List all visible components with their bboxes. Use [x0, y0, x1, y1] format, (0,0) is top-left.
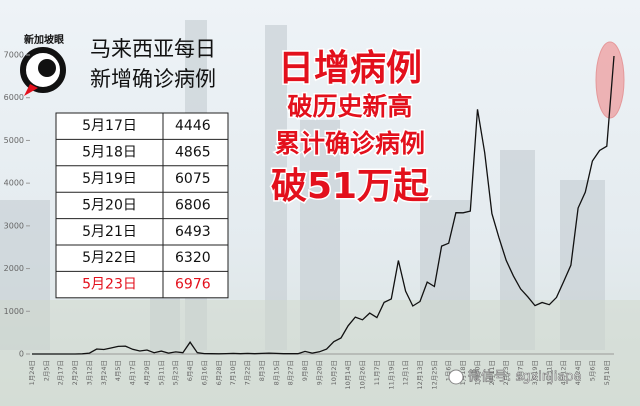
y-tick-label: 7000: [4, 51, 24, 60]
title: 新增确诊病例: [90, 67, 216, 91]
table-value: 6075: [175, 171, 211, 187]
headline: 破历史新高: [287, 92, 412, 121]
headline: 日增病例: [278, 48, 422, 89]
headline: 累计确诊病例: [275, 129, 425, 158]
line-series: [32, 55, 615, 355]
x-tick-label: 8月27日: [287, 360, 295, 385]
x-tick-label: 1月30日: [473, 360, 481, 385]
x-tick-label: 2月29日: [71, 360, 79, 385]
x-tick-label: 8月3日: [258, 360, 266, 381]
x-tick-label: 5月18日: [603, 360, 611, 385]
watermark: 微信号: sgxinjiapo: [468, 370, 582, 385]
logo-eye: [38, 59, 56, 77]
x-tick-label: 10月26日: [359, 360, 367, 390]
x-tick-label: 2月11日: [488, 360, 496, 385]
x-tick-label: 4月17日: [129, 360, 137, 385]
x-tick-label: 4月12日: [560, 360, 568, 385]
table-date: 5月17日: [82, 118, 137, 134]
table-date: 5月20日: [82, 197, 137, 213]
x-tick-label: 3月31日: [545, 360, 553, 385]
table-date: 5月18日: [82, 145, 137, 161]
x-tick-label: 10月14日: [344, 360, 352, 390]
x-tick-label: 5月6日: [588, 360, 596, 381]
table-value: 6806: [175, 197, 211, 213]
table-date: 5月22日: [82, 250, 137, 266]
y-tick-label: 6000: [4, 93, 24, 102]
y-tick-label: 4000: [4, 179, 24, 188]
peak-highlight: [595, 41, 625, 119]
x-tick-label: 11月19日: [387, 360, 395, 390]
x-tick-label: 9月8日: [301, 360, 309, 381]
table-date: 5月19日: [82, 171, 137, 187]
x-tick-label: 2月5日: [42, 360, 50, 381]
x-tick-label: 1月6日: [445, 360, 453, 381]
table-value: 4446: [175, 118, 211, 134]
y-tick-label: 1000: [4, 307, 24, 316]
logo-tail: [24, 84, 38, 96]
x-tick-label: 1月24日: [28, 360, 36, 385]
x-tick-label: 6月4日: [186, 360, 194, 381]
title: 马来西亚每日: [90, 37, 216, 61]
x-tick-label: 11月7日: [373, 360, 381, 385]
y-tick-label: 2000: [4, 264, 24, 273]
x-tick-label: 7月22日: [244, 360, 252, 385]
x-tick-label: 12月25日: [430, 360, 438, 390]
watermark-icon: [448, 369, 464, 385]
x-tick-label: 4月24日: [574, 360, 582, 385]
x-tick-label: 1月18日: [459, 360, 467, 385]
x-tick-label: 12月13日: [416, 360, 424, 390]
x-tick-label: 10月2日: [330, 360, 338, 385]
x-tick-label: 7月10日: [229, 360, 237, 385]
table-value: 4865: [175, 145, 211, 161]
ground: [0, 300, 640, 406]
x-tick-label: 6月16日: [200, 360, 208, 385]
y-tick-label: 3000: [4, 221, 24, 230]
x-tick-label: 3月12日: [85, 360, 93, 385]
x-tick-label: 3月7日: [517, 360, 525, 381]
table-value: 6493: [175, 224, 211, 240]
x-tick-label: 4月29日: [143, 360, 151, 385]
table-bg: [55, 112, 229, 299]
table-value: 6320: [175, 250, 211, 266]
table-date: 5月23日: [82, 277, 137, 293]
x-tick-label: 6月28日: [215, 360, 223, 385]
x-tick-label: 2月23日: [502, 360, 510, 385]
x-tick-label: 3月24日: [100, 360, 108, 385]
x-tick-label: 12月1日: [402, 360, 410, 385]
headline: 破51万起: [271, 166, 430, 207]
x-tick-label: 8月15日: [272, 360, 280, 385]
x-tick-label: 3月19日: [531, 360, 539, 385]
table-value: 6976: [175, 277, 211, 293]
x-tick-label: 2月17日: [57, 360, 65, 385]
x-tick-label: 5月23日: [172, 360, 180, 385]
table-date: 5月21日: [82, 224, 137, 240]
y-tick-label: 0: [19, 350, 24, 359]
x-tick-label: 4月5日: [114, 360, 122, 381]
x-tick-label: 5月11日: [157, 360, 165, 385]
y-tick-label: 5000: [4, 136, 24, 145]
logo-text: 新加坡眼: [24, 33, 64, 46]
x-tick-label: 9月20日: [315, 360, 323, 385]
